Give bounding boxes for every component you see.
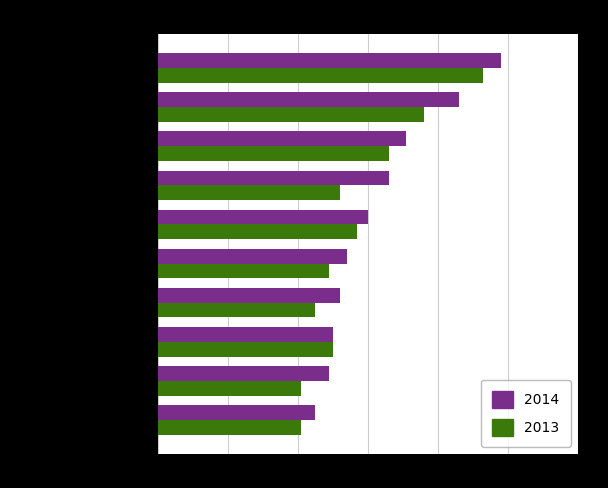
Bar	[158, 185, 340, 200]
Bar	[158, 420, 302, 435]
Bar	[158, 249, 347, 264]
Bar	[158, 327, 333, 342]
Bar	[158, 131, 406, 146]
Bar	[158, 224, 358, 239]
Bar	[158, 68, 483, 83]
Bar	[158, 107, 424, 122]
Bar	[158, 146, 389, 161]
Bar	[158, 366, 330, 381]
Legend: 2014, 2013: 2014, 2013	[482, 380, 571, 447]
Bar	[158, 170, 389, 185]
Bar	[158, 53, 500, 68]
Bar	[158, 288, 340, 303]
Bar	[158, 405, 316, 420]
Bar	[158, 264, 330, 278]
Bar	[158, 210, 368, 224]
Bar	[158, 342, 333, 357]
Bar	[158, 303, 316, 318]
Bar	[158, 381, 302, 396]
Bar	[158, 92, 458, 107]
